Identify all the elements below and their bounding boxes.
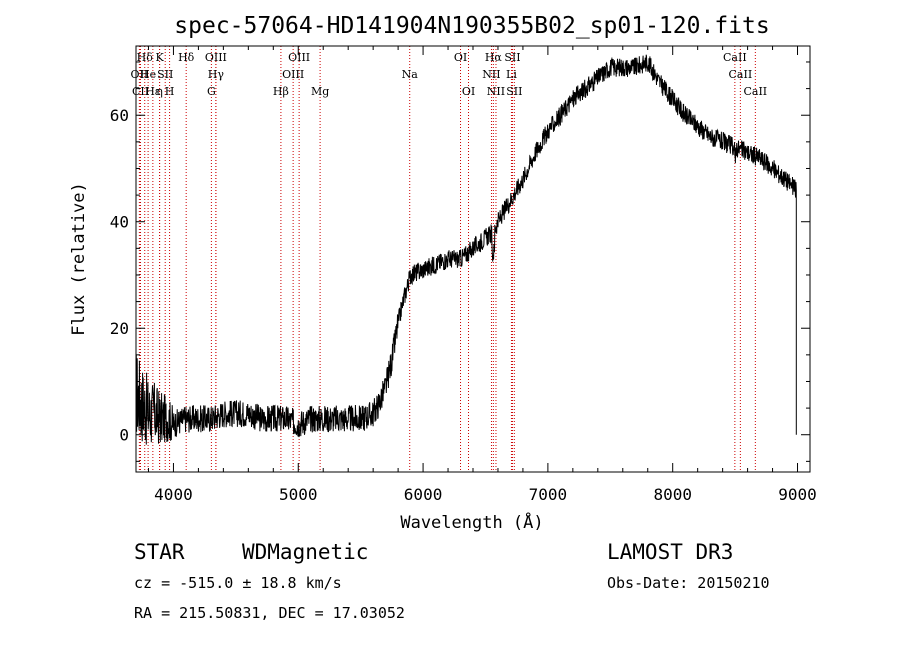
redshift-velocity: cz = -515.0 ± 18.8 km/s: [134, 574, 342, 592]
y-tick-label: 0: [119, 426, 129, 445]
marker-label: Hδ: [137, 51, 154, 64]
marker-label: CaII: [743, 85, 767, 98]
chart-title: spec-57064-HD141904N190355B02_sp01-120.f…: [174, 13, 769, 39]
x-tick-label: 6000: [404, 485, 443, 504]
y-axis-label: Flux (relative): [69, 182, 89, 336]
marker-label: SII: [506, 85, 522, 98]
marker-label: He: [140, 68, 156, 81]
x-tick-label: 7000: [529, 485, 568, 504]
x-axis: 4000 5000 6000 7000 8000 9000: [147, 46, 817, 504]
marker-label: OIII: [288, 51, 310, 64]
y-tick-label: 20: [110, 319, 129, 338]
marker-label: OIII: [282, 68, 304, 81]
x-tick-label: 5000: [279, 485, 318, 504]
marker-label: OIII: [205, 51, 227, 64]
marker-label: η: [156, 85, 163, 98]
marker-label: SII: [504, 51, 520, 64]
marker-label: G: [207, 85, 216, 98]
marker-label: Hβ: [273, 85, 289, 98]
marker-label: CaII: [729, 68, 753, 81]
marker-label: OI: [462, 85, 475, 98]
marker-label: SII: [157, 68, 173, 81]
x-tick-label: 9000: [778, 485, 817, 504]
marker-label: OI: [454, 51, 467, 64]
x-tick-label: 4000: [154, 485, 193, 504]
marker-label: NII: [482, 68, 500, 81]
x-axis-label: Wavelength (Å): [400, 511, 543, 533]
marker-label: H: [165, 85, 175, 98]
marker-label: Li: [506, 68, 517, 81]
marker-label: Hγ: [208, 68, 225, 81]
marker-label: Mg: [311, 85, 329, 98]
marker-label: OII: [131, 68, 149, 81]
x-tick-label: 8000: [653, 485, 692, 504]
y-tick-label: 60: [110, 106, 129, 125]
marker-label: K: [155, 51, 164, 64]
marker-label: Hδ: [178, 51, 195, 64]
marker-label: CaII: [723, 51, 747, 64]
emission-line-markers: [138, 46, 756, 472]
marker-label: Na: [402, 68, 419, 81]
observation-date: Obs-Date: 20150210: [607, 574, 770, 592]
marker-label: Hα: [485, 51, 503, 64]
ra-dec-coordinates: RA = 215.50831, DEC = 17.03052: [134, 604, 405, 622]
survey-name: LAMOST DR3: [607, 540, 734, 564]
spectrum-line: [135, 54, 797, 445]
object-subclass: WDMagnetic: [242, 540, 369, 564]
object-class: STAR: [134, 540, 185, 564]
y-axis: 0 20 40 60: [110, 61, 810, 462]
marker-label: Hε: [145, 85, 161, 98]
marker-label: NII: [487, 85, 505, 98]
y-tick-label: 40: [110, 213, 129, 232]
